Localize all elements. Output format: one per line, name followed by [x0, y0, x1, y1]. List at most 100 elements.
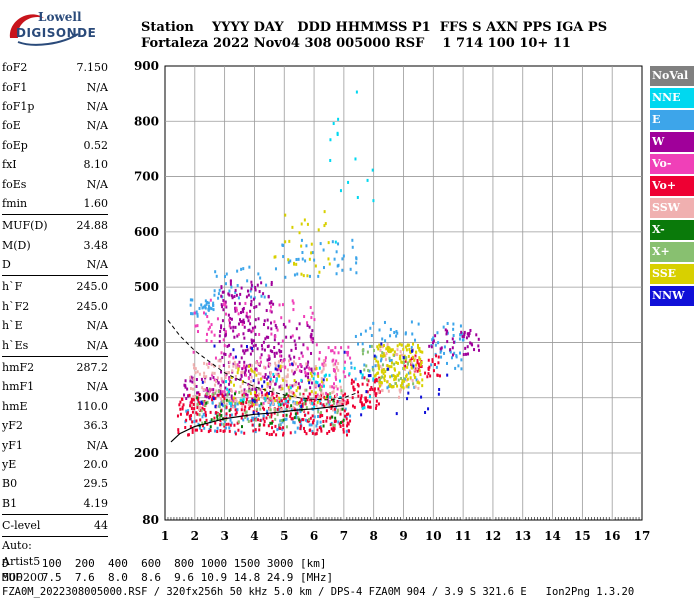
data-point — [280, 354, 283, 358]
data-point — [334, 406, 337, 410]
data-point — [201, 380, 204, 384]
data-point — [409, 351, 412, 355]
x-tick-label: 6 — [310, 529, 318, 543]
data-point — [416, 359, 419, 363]
data-point — [312, 418, 315, 422]
data-point — [290, 417, 293, 421]
data-point — [179, 400, 182, 404]
data-point — [403, 379, 406, 383]
data-point — [247, 400, 250, 404]
data-point — [334, 362, 337, 366]
data-point — [317, 228, 320, 232]
data-point — [201, 400, 204, 404]
virtual-height-trace — [170, 404, 344, 443]
x-tick-label: 3 — [220, 529, 228, 543]
param-value: 36.3 — [83, 419, 109, 433]
param-row: foE N/A — [2, 116, 108, 135]
data-point — [446, 373, 449, 377]
data-point — [331, 391, 334, 395]
data-point — [389, 334, 392, 338]
data-point — [298, 420, 301, 424]
data-point — [207, 392, 210, 396]
data-point — [293, 416, 296, 420]
data-point — [460, 358, 463, 362]
data-point — [230, 294, 233, 298]
data-point — [344, 407, 347, 411]
data-point — [346, 350, 349, 354]
data-point — [227, 390, 230, 394]
data-point — [388, 365, 391, 369]
data-point — [366, 383, 369, 387]
data-point — [393, 330, 396, 334]
param-row: fxI 8.10 — [2, 155, 108, 174]
data-point — [297, 416, 300, 420]
data-point — [261, 375, 264, 379]
data-point — [249, 363, 252, 367]
data-point — [331, 415, 334, 419]
data-point — [337, 242, 340, 246]
data-point — [288, 359, 291, 363]
data-point — [320, 377, 323, 381]
legend-item: E — [650, 110, 694, 130]
data-point — [355, 256, 358, 260]
data-point — [192, 402, 195, 406]
data-point — [219, 359, 222, 363]
data-point — [261, 384, 264, 388]
data-point — [343, 409, 346, 413]
data-point — [371, 367, 374, 371]
data-point — [287, 385, 290, 389]
param-separator — [2, 355, 108, 357]
data-point — [220, 294, 223, 298]
data-point — [339, 385, 342, 389]
data-point — [319, 401, 322, 405]
data-point — [421, 384, 424, 388]
data-point — [233, 335, 236, 339]
data-point — [347, 429, 350, 433]
data-point — [345, 401, 348, 405]
data-point — [320, 411, 323, 415]
data-point — [272, 379, 275, 383]
data-point — [214, 391, 217, 395]
data-point — [319, 420, 322, 424]
data-point — [401, 354, 404, 358]
data-point — [427, 372, 430, 376]
data-point — [311, 329, 314, 333]
data-point — [325, 391, 328, 395]
data-point — [444, 328, 447, 332]
data-point — [327, 400, 330, 404]
data-point — [198, 413, 201, 417]
data-point — [240, 344, 243, 348]
data-point — [393, 374, 396, 378]
data-point — [240, 416, 243, 420]
data-point — [332, 382, 335, 386]
data-point — [309, 416, 312, 420]
data-point — [388, 359, 391, 363]
data-point — [370, 334, 373, 338]
data-point — [201, 406, 204, 410]
data-point — [260, 391, 263, 395]
data-point — [254, 318, 257, 322]
data-point — [250, 295, 253, 299]
data-point — [255, 305, 258, 309]
data-point — [270, 432, 273, 436]
data-point — [247, 403, 250, 407]
data-point — [396, 344, 399, 348]
data-point — [369, 400, 372, 404]
data-point — [371, 365, 374, 369]
data-point — [352, 385, 355, 389]
data-point — [190, 406, 193, 410]
data-point — [452, 334, 455, 338]
data-point — [287, 260, 290, 264]
data-point — [274, 382, 277, 386]
data-point — [304, 370, 307, 374]
data-point — [416, 380, 419, 384]
data-point — [222, 308, 225, 312]
data-point — [232, 362, 235, 366]
data-point — [354, 334, 357, 338]
data-point — [460, 330, 463, 334]
data-point — [296, 411, 299, 415]
data-point — [212, 308, 215, 312]
data-point — [378, 367, 381, 371]
data-point — [361, 376, 364, 380]
data-point — [259, 418, 262, 422]
